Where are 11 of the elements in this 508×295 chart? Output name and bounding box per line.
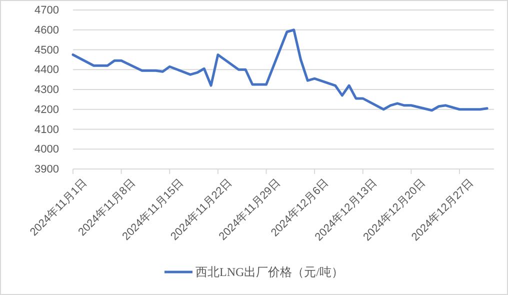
- y-tick-label: 4500: [34, 44, 59, 56]
- y-tick-label: 4000: [34, 144, 59, 156]
- y-tick-label: 4100: [34, 124, 59, 136]
- legend-label: 西北LNG出厂价格（元/吨）: [196, 265, 344, 280]
- y-tick-label: 4700: [34, 4, 59, 17]
- y-tick-label: 4200: [34, 104, 59, 116]
- y-tick-label: 4600: [34, 24, 59, 36]
- y-tick-label: 4300: [34, 84, 59, 96]
- line-series: [72, 28, 488, 112]
- y-tick-label: 4400: [34, 64, 59, 76]
- y-tick-label: 3900: [34, 164, 59, 176]
